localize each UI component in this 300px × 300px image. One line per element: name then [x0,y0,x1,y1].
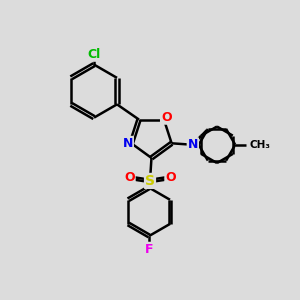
Text: N: N [188,138,198,151]
Text: F: F [145,243,153,256]
Text: O: O [161,111,172,124]
Text: S: S [145,174,155,188]
Text: CH₃: CH₃ [249,140,270,150]
Text: O: O [124,171,135,184]
Text: O: O [165,171,176,184]
Text: Cl: Cl [87,48,101,61]
Text: N: N [123,137,133,150]
